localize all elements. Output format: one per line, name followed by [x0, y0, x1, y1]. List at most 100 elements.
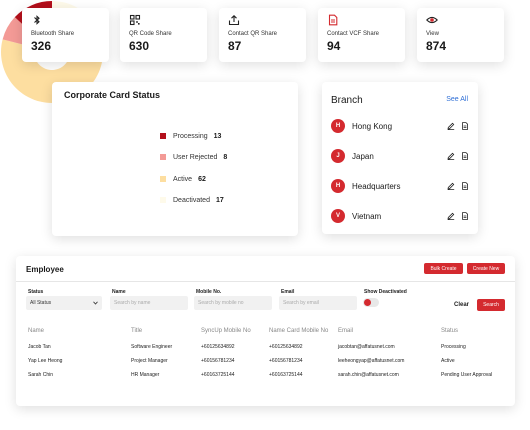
stat-label: Contact QR Share: [228, 31, 278, 37]
toggle-knob: [364, 299, 371, 306]
column-header-syncup-mobile: SyncUp Mobile No: [201, 328, 251, 334]
qr-code-icon: [129, 14, 141, 26]
document-icon: [328, 14, 338, 26]
stat-label: View: [426, 31, 439, 37]
edit-icon[interactable]: [447, 212, 455, 220]
cell-title: HR Manager: [131, 372, 160, 378]
cell-email: jacobtan@affatusnet.com: [338, 344, 395, 350]
document-icon[interactable]: [461, 152, 469, 160]
clear-button[interactable]: Clear: [454, 302, 470, 308]
cell-name[interactable]: Sarah Chin: [28, 372, 54, 378]
cell-email: sarah.chin@affatusnet.com: [338, 372, 399, 378]
branch-name: Japan: [352, 151, 374, 161]
column-header-namecard-mobile: Name Card Mobile No: [269, 328, 329, 334]
mobile-search-input[interactable]: Search by mobile no: [194, 296, 272, 310]
legend-swatch: [160, 176, 166, 182]
status-filter-label: Status: [28, 289, 44, 295]
document-icon[interactable]: [461, 122, 469, 130]
cell-status: Active: [441, 358, 455, 364]
cell-namecard-mobile: +60156781234: [269, 358, 303, 364]
legend-swatch: [160, 154, 166, 160]
mobile-filter-label: Mobile No.: [196, 289, 222, 295]
cell-syncup-mobile: +60125634892: [201, 344, 235, 350]
show-deactivated-label: Show Deactivated: [364, 289, 407, 295]
stat-value: 94: [327, 39, 341, 53]
legend-swatch: [160, 133, 166, 139]
panel-title: Corporate Card Status: [64, 90, 161, 100]
stat-value: 630: [129, 39, 150, 53]
legend-deactivated: Deactivated 17: [160, 194, 240, 206]
show-deactivated-toggle[interactable]: [363, 298, 379, 307]
branch-item-hong-kong[interactable]: H Hong Kong: [331, 118, 469, 134]
branch-item-vietnam[interactable]: V Vietnam: [331, 208, 469, 224]
chevron-down-icon: [93, 301, 98, 305]
legend-label: Processing: [173, 132, 208, 140]
cell-status: Processing: [441, 344, 466, 350]
panel-title: Employee: [26, 265, 64, 274]
branch-item-headquarters[interactable]: H Headquarters: [331, 178, 469, 194]
branch-avatar: V: [331, 209, 345, 223]
branch-name: Hong Kong: [352, 121, 393, 131]
cell-namecard-mobile: +60125634892: [269, 344, 303, 350]
legend-active: Active 62: [160, 173, 240, 185]
status-select[interactable]: All Status: [26, 296, 102, 310]
employee-panel: Employee: [16, 256, 515, 406]
stat-card-contact-vcf: Contact VCF Share 94: [318, 8, 405, 62]
column-header-name: Name: [28, 328, 45, 334]
legend-value: 62: [198, 175, 206, 183]
panel-title: Branch: [331, 95, 363, 106]
bulk-create-button[interactable]: Bulk Create: [424, 263, 463, 274]
stat-card-view: View 874: [417, 8, 504, 62]
stat-value: 87: [228, 39, 242, 53]
stat-label: QR Code Share: [129, 31, 172, 37]
email-search-input[interactable]: Search by email: [279, 296, 357, 310]
email-filter-label: Email: [281, 289, 295, 295]
cell-namecard-mobile: +60163725144: [269, 372, 303, 378]
divider: [16, 281, 515, 282]
name-search-input[interactable]: Search by name: [110, 296, 188, 310]
legend-value: 13: [213, 132, 222, 140]
legend-processing: Processing 13: [160, 130, 240, 142]
bluetooth-icon: [34, 15, 40, 25]
see-all-link[interactable]: See All: [446, 96, 468, 103]
stat-label: Bluetooth Share: [31, 31, 75, 37]
branch-item-japan[interactable]: J Japan: [331, 148, 469, 164]
cell-name[interactable]: Jacob Tan: [28, 344, 51, 350]
cell-syncup-mobile: +60163725144: [201, 372, 235, 378]
cell-status: Pending User Approval: [441, 372, 493, 378]
document-icon[interactable]: [461, 212, 469, 220]
branch-avatar: H: [331, 179, 345, 193]
legend-user-rejected: User Rejected 8: [160, 151, 240, 163]
branch-avatar: J: [331, 149, 345, 163]
corporate-card-status-panel: Corporate Card Status: [52, 82, 298, 236]
branch-name: Headquarters: [352, 181, 401, 191]
column-header-email: Email: [338, 328, 354, 334]
cell-name[interactable]: Yap Lee Heong: [28, 358, 63, 364]
status-select-value: All Status: [30, 300, 52, 306]
cell-title: Software Engineer: [131, 344, 173, 350]
column-header-title: Title: [131, 328, 143, 334]
legend-label: User Rejected: [173, 153, 218, 161]
legend-value: 8: [223, 153, 228, 161]
column-header-status: Status: [441, 328, 459, 334]
branch-panel: Branch See All: [322, 82, 478, 234]
cell-syncup-mobile: +60156781234: [201, 358, 235, 364]
legend-value: 17: [215, 196, 224, 204]
legend-label: Deactivated: [173, 196, 210, 204]
name-filter-label: Name: [112, 289, 126, 295]
legend-swatch: [160, 197, 166, 203]
cell-title: Project Manager: [131, 358, 168, 364]
stat-value: 874: [426, 39, 447, 53]
stat-value: 326: [31, 39, 52, 53]
edit-icon[interactable]: [447, 152, 455, 160]
edit-icon[interactable]: [447, 182, 455, 190]
stat-label: Contact VCF Share: [327, 31, 380, 37]
create-new-button[interactable]: Create New: [467, 263, 505, 274]
stat-card-bluetooth: Bluetooth Share 326: [22, 8, 109, 62]
search-button[interactable]: Search: [477, 299, 505, 311]
branch-name: Vietnam: [352, 211, 382, 221]
edit-icon[interactable]: [447, 122, 455, 130]
legend-label: Active: [173, 175, 193, 183]
document-icon[interactable]: [461, 182, 469, 190]
stat-card-contact-qr: Contact QR Share 87: [219, 8, 306, 62]
